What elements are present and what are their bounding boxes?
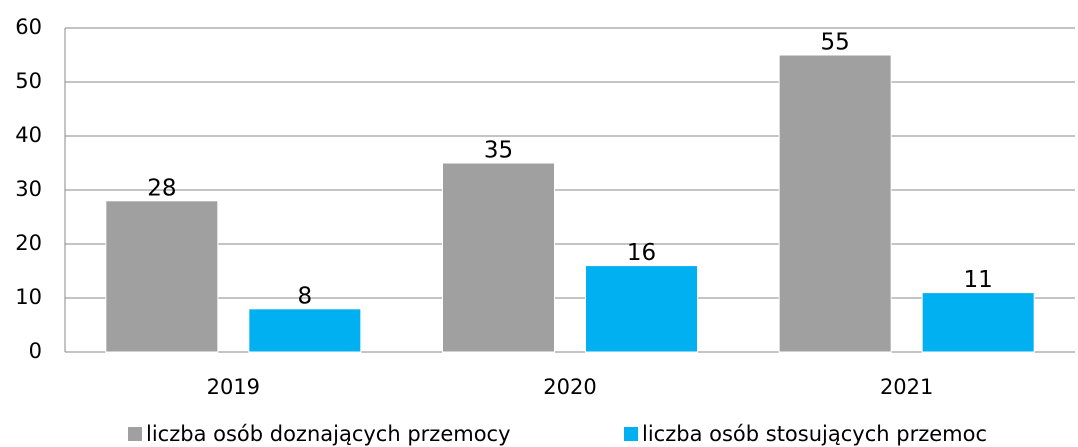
legend-swatch [624,427,638,441]
bar [105,200,219,353]
data-label: 11 [964,267,993,293]
data-label: 16 [627,240,656,266]
y-tick-label: 10 [15,285,42,309]
bar [585,265,698,353]
y-tick-label: 50 [15,69,42,93]
x-tick-label: 2021 [880,375,933,399]
data-label: 55 [821,30,850,56]
legend-swatch [128,427,142,441]
legend-label: liczba osób stosujących przemoc [642,422,987,446]
y-tick-label: 40 [15,123,42,147]
bar [778,54,892,353]
x-tick-label: 2020 [543,375,596,399]
bar [442,162,555,353]
data-label: 35 [484,138,513,164]
y-tick-label: 20 [15,231,42,255]
bar [248,308,362,353]
legend-label: liczba osób doznających przemocy [146,422,511,446]
x-tick-label: 2019 [207,375,260,399]
data-label: 28 [147,175,176,201]
y-tick-label: 0 [29,339,42,363]
data-label: 8 [298,283,313,309]
y-tick-label: 30 [15,177,42,201]
y-tick-label: 60 [15,15,42,39]
bar [921,292,1035,353]
